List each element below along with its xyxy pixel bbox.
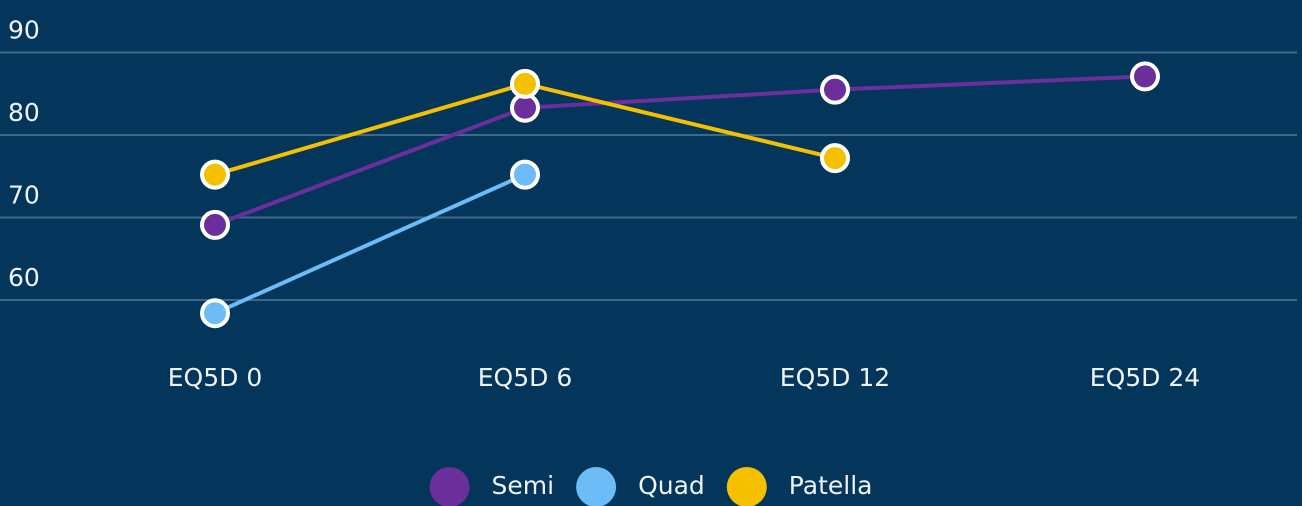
data-point: [510, 68, 540, 99]
data-point: [1130, 61, 1160, 92]
legend: Semi Quad Patella: [429, 467, 873, 506]
data-point: [200, 298, 230, 329]
data-point: [200, 159, 230, 190]
legend-swatch: [429, 467, 470, 506]
legend-label: Patella: [789, 471, 873, 500]
x-tick-label: EQ5D 12: [780, 363, 890, 392]
data-point: [820, 74, 850, 105]
y-tick-label: 60: [8, 263, 40, 292]
x-tick-label: EQ5D 6: [478, 363, 572, 392]
x-tick-label: EQ5D 0: [168, 363, 262, 392]
legend-label: Semi: [492, 471, 555, 500]
series-line: [214, 74, 1146, 227]
data-point: [820, 143, 850, 174]
y-tick-label: 70: [8, 181, 40, 210]
legend-swatch: [576, 467, 617, 506]
x-tick-label: EQ5D 24: [1090, 363, 1200, 392]
legend-label: Quad: [638, 471, 705, 500]
data-point: [200, 209, 230, 240]
legend-swatch: [726, 467, 767, 506]
y-tick-label: 90: [8, 16, 40, 45]
y-tick-label: 80: [8, 98, 40, 127]
data-point: [510, 159, 540, 190]
series-line: [214, 172, 526, 316]
